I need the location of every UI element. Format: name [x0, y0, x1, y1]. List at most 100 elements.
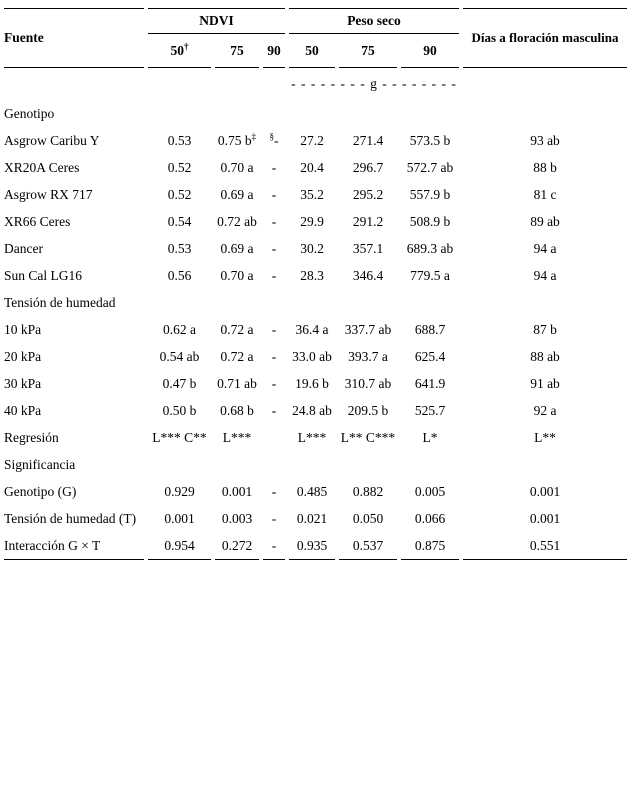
table-cell: 310.7 ab: [344, 375, 392, 391]
table-cell: 0.69 a: [220, 240, 254, 256]
table-cell: 24.8 ab: [292, 402, 332, 418]
table-cell: 0.52: [167, 159, 192, 175]
table-row: XR20A Ceres 0.52 0.70 a - 20.4 296.7 572.7 ab 8…: [4, 154, 627, 181]
row-label: XR20A Ceres: [4, 159, 80, 175]
table-cell: 0.72 a: [220, 348, 254, 364]
table-cell: 0.53: [167, 132, 192, 148]
table-cell: 295.2: [352, 186, 384, 202]
column-group-ndvi: NDVI: [148, 8, 285, 34]
table-cell: 508.9 b: [409, 213, 451, 229]
table-cell: [401, 100, 459, 127]
table-cell: 0.551: [463, 532, 627, 560]
column-header-dias-a-floracion: Días a floración masculina: [463, 8, 627, 68]
row-label: Genotipo (G): [4, 483, 77, 499]
empty-cell: [4, 68, 144, 100]
table-cell: L** C***: [340, 429, 396, 445]
table-cell: 28.3: [300, 267, 324, 283]
column-header-peso-50: 50: [289, 34, 335, 68]
table-cell: 35.2: [300, 186, 324, 202]
table-cell: -: [271, 213, 277, 229]
table-row: 20 kPa 0.54 ab 0.72 a -33.0 ab 393.7 a 625.4 8…: [4, 343, 627, 370]
table-cell: §-: [269, 131, 279, 148]
table-cell: [263, 289, 285, 316]
table-row: 40 kPa 0.50 b 0.68 b -24.8 ab 209.5 b 525.7 92…: [4, 397, 627, 424]
table-cell: 19.6 b: [295, 375, 329, 391]
column-header-ndvi-90: 90: [263, 34, 285, 68]
table-cell: 0.001: [164, 510, 195, 526]
table-cell: 0.066: [414, 510, 446, 526]
row-label: XR66 Ceres: [4, 213, 71, 229]
table-cell: 0.021: [296, 510, 328, 526]
table-cell: 91 ab: [530, 375, 560, 391]
results-table: Fuente NDVI Peso seco Días a floración m…: [0, 8, 631, 560]
table-cell: 0.003: [221, 510, 253, 526]
table-cell: 88 ab: [530, 348, 560, 364]
table-cell: [463, 451, 627, 478]
table-cell: 573.5 b: [409, 132, 451, 148]
row-label: Tensión de humedad: [4, 294, 116, 310]
table-cell: 0.001: [529, 483, 561, 499]
table-cell: 641.9: [414, 375, 446, 391]
table-cell: 0.53: [167, 240, 192, 256]
table-cell: -: [263, 532, 285, 560]
section-row: Genotipo: [4, 100, 627, 127]
units-grams-cell: - - - - - - - - g - - - - - - - -: [291, 76, 457, 91]
table-cell: [263, 451, 285, 478]
table-cell: L*** C**: [152, 429, 207, 445]
table-cell: [148, 451, 211, 478]
table-row: 30 kPa 0.47 b 0.71 ab - 19.6 b 310.7 ab 641.9 9…: [4, 370, 627, 397]
row-label: Regresión: [4, 429, 59, 445]
table-cell: 0.005: [414, 483, 446, 499]
table-cell: [401, 289, 459, 316]
table-cell: -: [271, 483, 277, 499]
table-cell: 36.4 a: [295, 321, 329, 337]
row-label: 30 kPa: [4, 375, 42, 391]
table-row: Tensión de humedad (T) 0.001 0.003 - 0.021 0.…: [4, 505, 627, 532]
table-cell: 92 a: [533, 402, 557, 418]
row-label: Dancer: [4, 240, 43, 256]
dagger-mark: †: [184, 41, 189, 51]
table-cell: 572.7 ab: [406, 159, 454, 175]
table-cell: -: [271, 240, 277, 256]
table-cell: 0.62 a: [163, 321, 196, 337]
table-cell: L**: [534, 429, 556, 445]
table-cell: 0.485: [296, 483, 328, 499]
table-cell: [289, 451, 335, 478]
table-cell: 94 a: [533, 267, 557, 283]
table-cell: [401, 451, 459, 478]
table-cell: 0.72 ab: [217, 213, 257, 229]
row-label: Genotipo: [4, 105, 55, 121]
row-label: 10 kPa: [4, 321, 42, 337]
row-label: Asgrow RX 717: [4, 186, 93, 202]
table-cell: 779.5 a: [410, 267, 450, 283]
column-group-peso-seco: Peso seco: [289, 8, 459, 34]
table-cell: -: [271, 159, 277, 175]
table-cell: 357.1: [352, 240, 384, 256]
table-cell: 87 b: [533, 321, 557, 337]
table-cell: -: [271, 375, 277, 391]
table-cell: 0.001: [221, 483, 253, 499]
table-cell: 20.4: [300, 159, 324, 175]
table-cell: 0.47 b: [162, 375, 197, 391]
table-cell: L***: [297, 429, 327, 445]
table-cell: [263, 100, 285, 127]
table-cell: [463, 289, 627, 316]
table-cell: 0.050: [352, 510, 384, 526]
table-cell: 0.50 b: [162, 402, 197, 418]
table-cell: [339, 289, 397, 316]
table-cell: 29.9: [300, 213, 324, 229]
section-row: Significancia: [4, 451, 627, 478]
row-label: 40 kPa: [4, 402, 42, 418]
row-label: Tensión de humedad (T): [4, 510, 137, 526]
table-row: Interacción G × T 0.954 0.272-0.935 0.537 0.…: [4, 532, 627, 560]
header-group-row: Fuente NDVI Peso seco Días a floración m…: [4, 8, 627, 68]
table-cell: -: [271, 510, 277, 526]
table-cell: [215, 289, 259, 316]
units-row: - - - - - - - - g - - - - - - - -: [4, 68, 627, 100]
table-cell: 688.7: [414, 321, 446, 337]
table-cell: 557.9 b: [409, 186, 451, 202]
table-cell: -: [271, 267, 277, 283]
table-row: Asgrow RX 717 0.52 0.69 a - 35.2 295.2 557.9 b…: [4, 181, 627, 208]
table-cell: [215, 100, 259, 127]
table-cell: [339, 100, 397, 127]
